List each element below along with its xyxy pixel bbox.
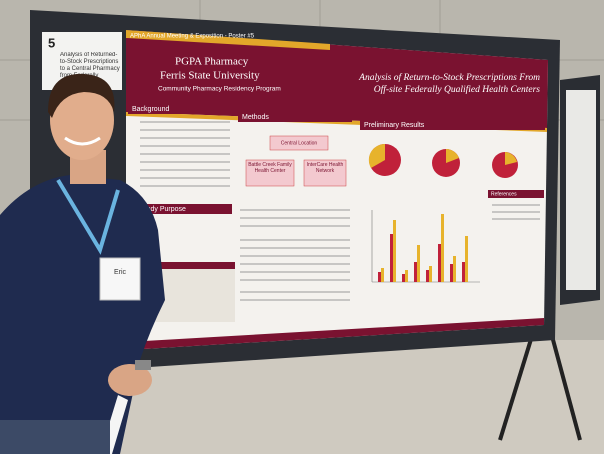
- section-bar: [488, 190, 544, 198]
- site-label: Central Location: [281, 140, 318, 146]
- site-box: [269, 135, 329, 151]
- pie-slice: [505, 152, 517, 165]
- site-label-box: InterCare Health Network: [306, 162, 344, 174]
- site-box: [245, 159, 295, 187]
- smile: [64, 136, 101, 146]
- body-text: [140, 121, 540, 301]
- org-name: Ferris State University: [160, 70, 260, 82]
- poster-footer: [126, 318, 544, 350]
- site-label-box: Battle Creek Family Health Center: [248, 162, 292, 174]
- banner-strip: [126, 30, 330, 50]
- hair: [48, 73, 115, 118]
- section-bar: [128, 204, 232, 214]
- section-bar: [238, 112, 352, 122]
- watch: [135, 360, 151, 370]
- section-title: Study Purpose: [140, 206, 186, 213]
- poster-title: Analysis of Return-to-Stock Prescription…: [358, 72, 540, 83]
- jeans: [0, 420, 110, 454]
- section-title: Background: [132, 106, 169, 113]
- second-poster: [566, 90, 596, 290]
- lanyard: [56, 178, 120, 255]
- hand: [108, 364, 152, 396]
- bar-chart: [371, 210, 480, 283]
- site-box: [303, 159, 347, 187]
- site-label: Battle Creek Family Health Center: [248, 162, 292, 174]
- section-bar: [360, 120, 545, 130]
- poster-title: Off-site Federally Qualified Health Cent…: [374, 84, 541, 95]
- org-name: PGPA Pharmacy: [175, 56, 249, 68]
- table-header: [155, 262, 235, 269]
- pie-slice: [446, 149, 459, 163]
- pie-slice: [368, 143, 385, 168]
- banner: APhA Annual Meeting & Exposition - Poste…: [130, 34, 255, 40]
- section-bar: [128, 104, 232, 114]
- section-title: References: [491, 191, 517, 197]
- section-title: Preliminary Results: [364, 122, 425, 129]
- badge: [99, 257, 141, 301]
- table: [155, 262, 235, 322]
- section-title: Methods: [242, 114, 269, 121]
- site-label: InterCare Health Network: [306, 162, 344, 174]
- org-name: Community Pharmacy Residency Program: [158, 86, 281, 93]
- badge-name: Eric: [114, 269, 127, 276]
- placard-number: 5: [48, 35, 55, 50]
- poster-header: [126, 30, 548, 128]
